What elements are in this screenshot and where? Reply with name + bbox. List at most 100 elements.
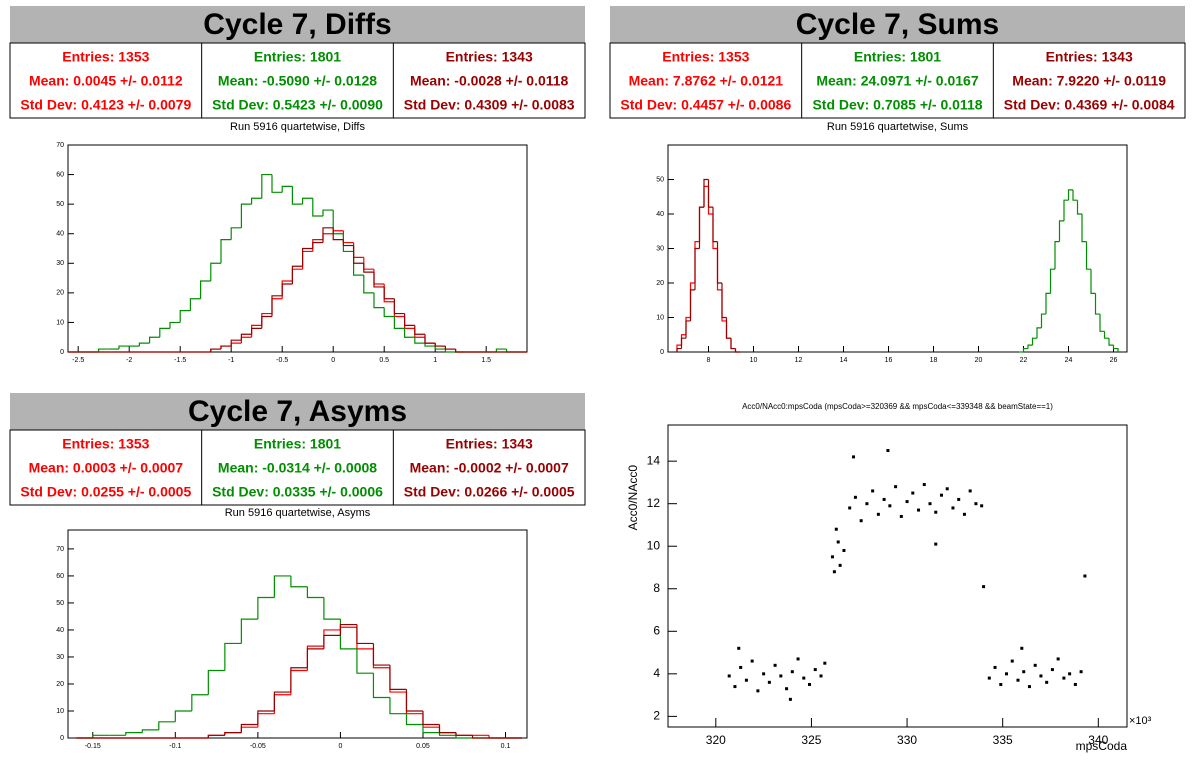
x-tick-label: 0 xyxy=(331,357,335,364)
hist-bin xyxy=(405,689,423,712)
hist-bin xyxy=(730,338,736,350)
hist-bin xyxy=(716,241,722,284)
hist-bin xyxy=(716,248,722,291)
hist-bin xyxy=(730,338,736,350)
hist-bin xyxy=(220,345,232,350)
x-tick-label: 12 xyxy=(795,357,803,364)
y-tick-label: 6 xyxy=(653,623,660,637)
plot-frame xyxy=(667,144,1128,353)
scatter-point xyxy=(911,491,915,495)
scatter-point xyxy=(899,514,903,518)
panel-subtitle: Run 5916 quartetwise, Diffs xyxy=(230,121,365,133)
hist-bin xyxy=(291,186,303,205)
hist-bin xyxy=(230,227,242,240)
hist-bin xyxy=(353,245,364,264)
scatter-point xyxy=(934,542,938,546)
hist-bin xyxy=(712,214,718,250)
x-tick-label: -1.5 xyxy=(174,357,186,364)
x-tick-label: 320 xyxy=(706,733,726,747)
hist-bin xyxy=(455,732,473,736)
hist-bin xyxy=(422,710,440,726)
stats-text: Mean: 0.0045 +/- 0.0112 xyxy=(29,73,183,89)
hist-bin xyxy=(389,667,407,693)
hist-bin xyxy=(273,575,291,598)
hist-bin xyxy=(306,648,324,668)
hist-bin xyxy=(169,321,181,329)
hist-bin xyxy=(698,206,704,249)
x-tick-label: 0 xyxy=(338,743,342,750)
scatter-point xyxy=(951,506,955,510)
hist-bin xyxy=(210,348,221,352)
hist-bin xyxy=(257,596,275,620)
hist-bin xyxy=(1076,200,1082,215)
stats-text: Entries: 1801 xyxy=(854,49,941,65)
hist-bin xyxy=(1045,292,1051,315)
hist-bin xyxy=(1022,347,1028,352)
hist-bin xyxy=(455,349,466,353)
scatter-point xyxy=(999,682,1003,686)
scatter-point xyxy=(853,495,857,499)
hist-bin xyxy=(393,316,405,329)
x-tick-label: 0.5 xyxy=(379,357,389,364)
x-tick-label: 26 xyxy=(1110,357,1118,364)
scatter-point xyxy=(1022,670,1026,674)
scatter-point xyxy=(993,665,997,669)
stats-text: Std Dev: 0.0335 +/- 0.0006 xyxy=(212,484,383,500)
hist-bin xyxy=(698,206,704,242)
hist-bin xyxy=(372,643,390,666)
scatter-point xyxy=(888,504,892,508)
hist-bin xyxy=(339,626,357,630)
scatter-point xyxy=(980,504,984,508)
hist-bin xyxy=(312,239,323,252)
hist-bin xyxy=(322,233,334,240)
scatter-point xyxy=(737,646,741,650)
hist-bin xyxy=(689,282,695,318)
x-tick-label: -1 xyxy=(228,357,234,364)
hist-bin xyxy=(302,197,313,205)
hist-bin xyxy=(174,710,192,722)
x-tick-label: 0.05 xyxy=(416,743,430,750)
hist-bin xyxy=(405,713,423,726)
stats-text: Mean: -0.0002 +/- 0.0007 xyxy=(410,460,569,476)
x-tick-label: 340 xyxy=(1088,733,1108,747)
y-tick-label: 0 xyxy=(60,735,64,742)
hist-bin xyxy=(363,263,374,273)
stats-text: Mean: -0.0314 +/- 0.0008 xyxy=(218,460,377,476)
x-tick-label: 0.1 xyxy=(501,743,511,750)
x-tick-label: 1.5 xyxy=(481,357,491,364)
panel-title: Acc0/NAcc0:mpsCoda (mpsCoda>=320369 && m… xyxy=(742,402,1053,411)
scatter-point xyxy=(968,489,972,493)
scatter-point xyxy=(802,676,806,680)
scatter-point xyxy=(819,674,823,678)
x-tick-label: -0.15 xyxy=(85,743,101,750)
x-axis-label: mpsCoda xyxy=(1076,739,1128,753)
hist-bin xyxy=(1108,338,1114,346)
hist-bin xyxy=(312,241,323,249)
stats-text: Mean: -0.5090 +/- 0.0128 xyxy=(218,73,377,89)
hist-bin xyxy=(1054,241,1060,270)
hist-bin xyxy=(373,269,385,285)
y-tick-label: 10 xyxy=(56,319,64,326)
hist-bin xyxy=(414,328,425,338)
hist-bin xyxy=(414,325,425,335)
scatter-point xyxy=(945,487,949,491)
stats-text: Entries: 1353 xyxy=(662,49,749,65)
scatter-point xyxy=(957,497,961,501)
hist-bin xyxy=(1094,293,1100,315)
hist-bin xyxy=(332,227,344,241)
hist-bin xyxy=(240,726,258,733)
y-tick-label: 30 xyxy=(656,245,664,252)
hist-bin xyxy=(125,731,143,736)
scatter-point xyxy=(733,685,737,689)
hist-bin xyxy=(281,185,293,193)
hist-bin xyxy=(422,713,440,728)
y-tick-label: 0 xyxy=(60,349,64,356)
hist-bin xyxy=(404,316,415,329)
hist-bin xyxy=(438,732,457,736)
hist-bin xyxy=(322,227,334,243)
hist-bin xyxy=(312,198,323,217)
hist-bin xyxy=(191,694,209,711)
y-tick-label: 20 xyxy=(56,681,64,688)
y-tick-label: 40 xyxy=(656,211,664,218)
